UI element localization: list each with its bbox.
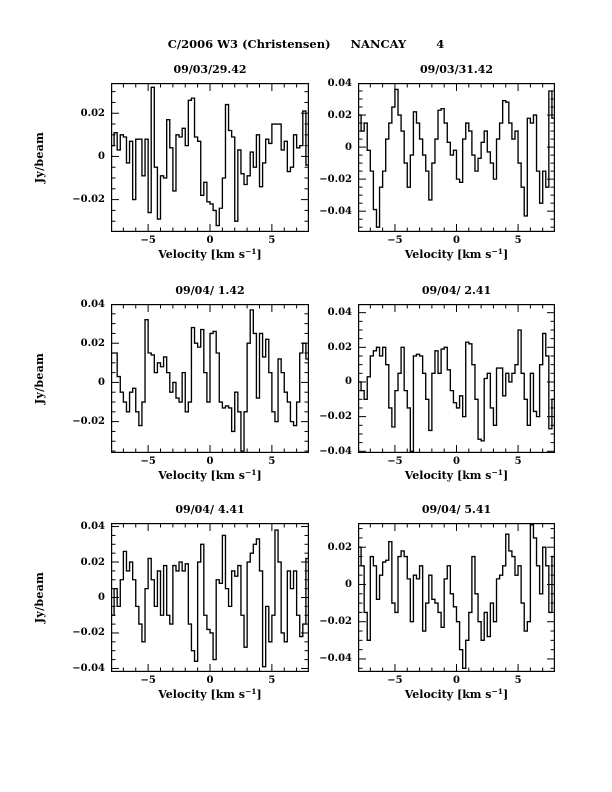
axis-ticks bbox=[112, 305, 308, 452]
spectrum-plot bbox=[358, 83, 556, 233]
y-tick-label: −0.02 bbox=[72, 416, 105, 428]
x-tick-label: 0 bbox=[206, 456, 214, 467]
x-axis-label: Velocity [km s−1] bbox=[158, 468, 262, 482]
spectrum-panel-09-03-29: 09/03/29.42 Jy/beam Velocity [km s−1] 0.… bbox=[34, 63, 310, 261]
y-tick-label: 0.02 bbox=[80, 107, 105, 119]
x-tick-label: 5 bbox=[268, 675, 276, 686]
spectrum-trace bbox=[112, 529, 308, 668]
plot-frame bbox=[111, 83, 310, 233]
panel-title: 09/04/ 1.42 bbox=[175, 284, 245, 297]
panel-title: 09/04/ 4.41 bbox=[175, 503, 245, 516]
superscript: −1 bbox=[491, 687, 503, 696]
x-tick-label: 0 bbox=[206, 675, 214, 686]
spectrum-trace bbox=[359, 329, 554, 452]
x-tick-label: 5 bbox=[268, 456, 276, 467]
x-tick-label: 0 bbox=[206, 235, 214, 246]
spectrum-plot bbox=[111, 523, 310, 673]
page-header: C/2006 W3 (Christensen) NANCAY 4 bbox=[0, 37, 612, 51]
y-tick-label: 0.02 bbox=[327, 109, 352, 121]
spectrum-panel-09-04-2: 09/04/ 2.41 Velocity [km s−1] 0.04 0.02 0 −… bbox=[319, 284, 556, 482]
page-number: 4 bbox=[436, 37, 445, 51]
y-tick-label: 0.04 bbox=[327, 307, 352, 319]
x-tick-label: 5 bbox=[514, 235, 522, 246]
plot-frame bbox=[358, 523, 556, 673]
x-axis-label: Velocity [km s−1] bbox=[158, 247, 262, 261]
x-tick-label: −5 bbox=[387, 235, 403, 246]
y-tick-label: −0.02 bbox=[319, 411, 352, 423]
superscript: −1 bbox=[491, 247, 503, 256]
y-axis-label: Jy/beam bbox=[33, 352, 47, 405]
plot-frame bbox=[111, 304, 310, 454]
spectrum-trace bbox=[359, 88, 554, 228]
spectrum-plot bbox=[111, 304, 310, 454]
x-axis-label: Velocity [km s−1] bbox=[158, 687, 262, 701]
y-tick-label: 0.02 bbox=[80, 556, 105, 568]
spectrum-panel-09-03-31: 09/03/31.42 Velocity [km s−1] 0.04 0.02 0 −… bbox=[319, 63, 556, 261]
axis-ticks bbox=[112, 84, 308, 231]
y-tick-label: −0.02 bbox=[72, 194, 105, 206]
y-tick-label: 0.04 bbox=[80, 521, 105, 533]
y-tick-label: 0 bbox=[345, 141, 352, 153]
y-tick-label: −0.04 bbox=[319, 445, 352, 457]
y-axis-label: Jy/beam bbox=[33, 571, 47, 624]
spectrum-panel-09-04-1: 09/04/ 1.42 Jy/beam Velocity [km s−1] 0.… bbox=[34, 284, 310, 482]
x-axis-label: Velocity [km s−1] bbox=[404, 468, 509, 482]
x-tick-label: −5 bbox=[387, 456, 403, 467]
x-tick-label: −5 bbox=[140, 456, 156, 467]
comet-name: C/2006 W3 (Christensen) bbox=[167, 37, 331, 51]
y-tick-label: −0.04 bbox=[72, 662, 105, 674]
superscript: −1 bbox=[244, 247, 257, 256]
superscript: −1 bbox=[491, 468, 503, 477]
x-tick-label: 5 bbox=[268, 235, 276, 246]
y-axis-label: Jy/beam bbox=[33, 131, 47, 184]
y-tick-label: −0.04 bbox=[319, 653, 352, 665]
y-tick-label: 0 bbox=[98, 592, 105, 603]
spectrum-plot bbox=[358, 523, 556, 673]
plot-frame bbox=[358, 304, 556, 454]
x-tick-label: −5 bbox=[140, 675, 156, 686]
superscript: −1 bbox=[244, 468, 257, 477]
y-tick-label: 0 bbox=[345, 578, 352, 590]
x-tick-label: 0 bbox=[453, 456, 460, 467]
y-tick-label: −0.02 bbox=[319, 173, 352, 185]
spectrum-panel-09-04-5: 09/04/ 5.41 Velocity [km s−1] 0.02 0 −0.02… bbox=[319, 503, 556, 701]
x-tick-label: −5 bbox=[387, 675, 403, 686]
x-tick-label: −5 bbox=[140, 235, 156, 246]
telescope-name: NANCAY bbox=[350, 37, 407, 51]
spectrum-trace bbox=[112, 309, 308, 452]
y-tick-label: 0.04 bbox=[327, 77, 352, 89]
x-tick-label: 5 bbox=[514, 456, 522, 467]
y-tick-label: 0 bbox=[98, 376, 105, 388]
panel-title: 09/03/29.42 bbox=[173, 63, 247, 76]
y-tick-label: −0.04 bbox=[319, 205, 352, 217]
y-tick-label: 0.02 bbox=[327, 541, 352, 553]
superscript: −1 bbox=[244, 687, 257, 696]
x-tick-label: 0 bbox=[453, 675, 460, 686]
y-tick-label: 0 bbox=[98, 150, 105, 162]
y-tick-label: 0.04 bbox=[80, 298, 105, 310]
spectrum-panel-09-04-4: 09/04/ 4.41 Jy/beam Velocity [km s−1] 0.… bbox=[34, 503, 310, 701]
y-tick-label: −0.02 bbox=[319, 616, 352, 628]
y-tick-label: 0.02 bbox=[80, 337, 105, 349]
x-axis-label: Velocity [km s−1] bbox=[404, 247, 509, 261]
panel-title: 09/04/ 5.41 bbox=[421, 503, 492, 516]
spectrum-plot bbox=[358, 304, 556, 454]
x-tick-label: 0 bbox=[453, 235, 460, 246]
plot-frame bbox=[358, 83, 556, 233]
y-tick-label: 0 bbox=[345, 376, 352, 388]
x-tick-label: 5 bbox=[514, 675, 522, 686]
spectrum-trace bbox=[359, 524, 554, 669]
spectrum-trace bbox=[112, 86, 308, 227]
plot-frame bbox=[111, 523, 310, 673]
panel-title: 09/03/31.42 bbox=[419, 63, 494, 76]
y-tick-label: 0.02 bbox=[327, 341, 352, 353]
axis-ticks bbox=[112, 524, 308, 671]
x-axis-label: Velocity [km s−1] bbox=[404, 687, 509, 701]
y-tick-label: −0.02 bbox=[72, 627, 105, 639]
panel-title: 09/04/ 2.41 bbox=[421, 284, 492, 297]
spectrum-plot bbox=[111, 83, 310, 233]
